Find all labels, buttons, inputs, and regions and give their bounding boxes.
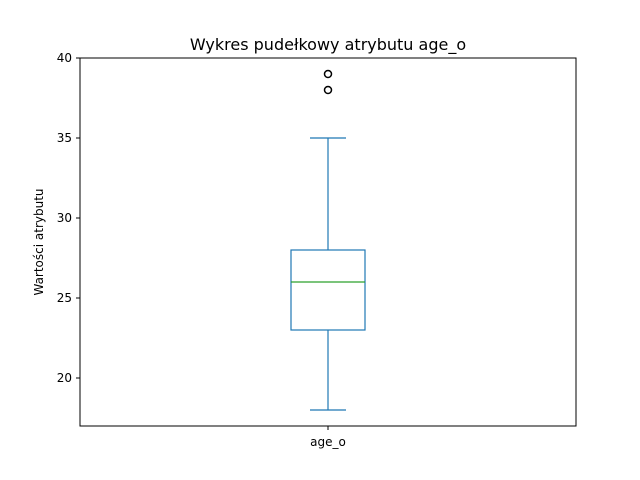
y-tick-label: 30 <box>57 211 72 225</box>
y-tick-label: 40 <box>57 51 72 65</box>
y-axis-label: Wartości atrybutu <box>32 188 46 295</box>
y-tick-label: 35 <box>57 131 72 145</box>
outlier-point <box>323 69 333 79</box>
outlier-point <box>323 85 333 95</box>
plot-area <box>290 69 366 411</box>
chart-title: Wykres pudełkowy atrybutu age_o <box>190 35 466 55</box>
y-tick-label: 20 <box>57 371 72 385</box>
y-tick-label: 25 <box>57 291 72 305</box>
x-tick-label: age_o <box>310 435 346 449</box>
interquartile-box <box>290 249 366 331</box>
